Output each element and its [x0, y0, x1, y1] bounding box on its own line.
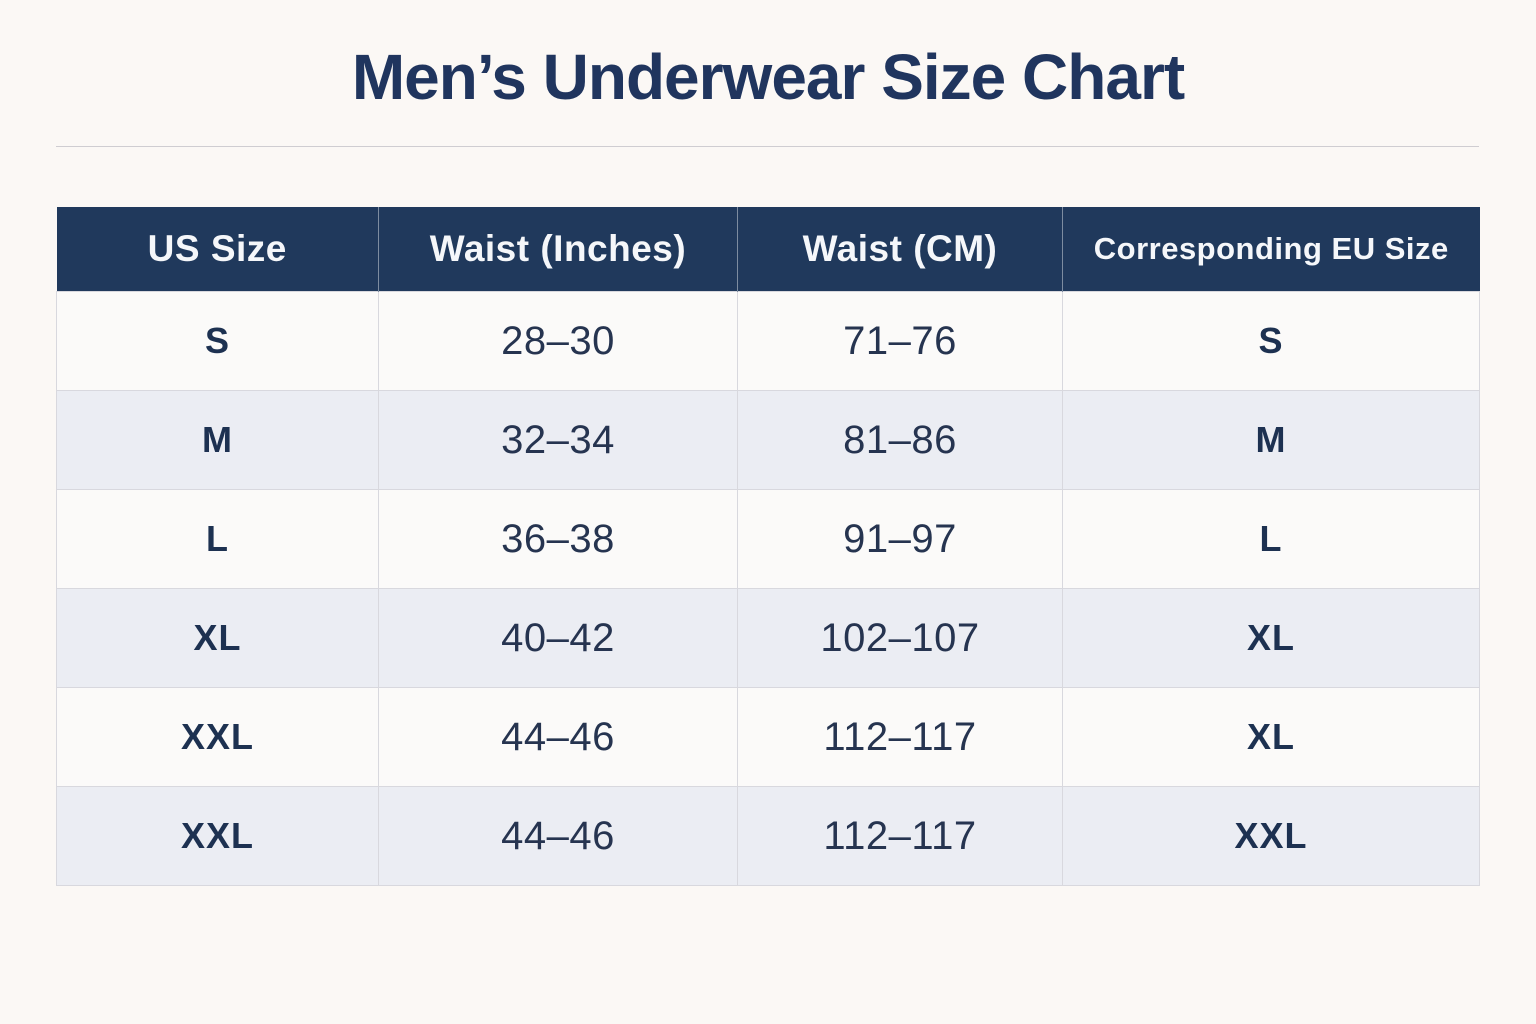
title-divider	[56, 146, 1479, 148]
cell-waist-inches: 44–46	[378, 687, 738, 788]
header-cell-waist-inches: Waist (Inches)	[378, 207, 738, 292]
cell-waist-inches: 44–46	[378, 786, 738, 887]
cell-us-size: XXL	[56, 687, 379, 788]
cell-waist-cm: 81–86	[737, 390, 1063, 491]
cell-us-size: M	[56, 390, 379, 491]
cell-eu-size: XL	[1062, 687, 1480, 788]
cell-waist-cm: 112–117	[737, 687, 1063, 788]
cell-eu-size: S	[1062, 291, 1480, 392]
header-cell-waist-cm: Waist (CM)	[737, 207, 1063, 292]
table-header-row: US Size Waist (Inches) Waist (CM) Corres…	[56, 207, 1480, 292]
cell-eu-size: L	[1062, 489, 1480, 590]
cell-eu-size: XXL	[1062, 786, 1480, 887]
cell-waist-inches: 40–42	[378, 588, 738, 689]
cell-us-size: L	[56, 489, 379, 590]
page-title: Men’s Underwear Size Chart	[351, 41, 1185, 113]
cell-waist-cm: 112–117	[737, 786, 1063, 887]
cell-waist-cm: 91–97	[737, 489, 1063, 590]
cell-waist-inches: 32–34	[378, 390, 738, 491]
cell-us-size: XL	[56, 588, 379, 689]
cell-eu-size: M	[1062, 390, 1480, 491]
table-row: XXL 44–46 112–117 XL	[56, 687, 1480, 788]
header-cell-us-size: US Size	[56, 207, 379, 292]
header-cell-eu-size: Corresponding EU Size	[1062, 207, 1480, 292]
cell-waist-cm: 71–76	[737, 291, 1063, 392]
table-row: XL 40–42 102–107 XL	[56, 588, 1480, 689]
cell-eu-size: XL	[1062, 588, 1480, 689]
size-chart-table: US Size Waist (Inches) Waist (CM) Corres…	[56, 207, 1480, 887]
cell-us-size: XXL	[56, 786, 379, 887]
cell-waist-inches: 28–30	[378, 291, 738, 392]
table-row: XXL 44–46 112–117 XXL	[56, 786, 1480, 887]
cell-us-size: S	[56, 291, 379, 392]
table-row: M 32–34 81–86 M	[56, 390, 1480, 491]
cell-waist-inches: 36–38	[378, 489, 738, 590]
cell-waist-cm: 102–107	[737, 588, 1063, 689]
table-row: S 28–30 71–76 S	[56, 291, 1480, 392]
table-row: L 36–38 91–97 L	[56, 489, 1480, 590]
